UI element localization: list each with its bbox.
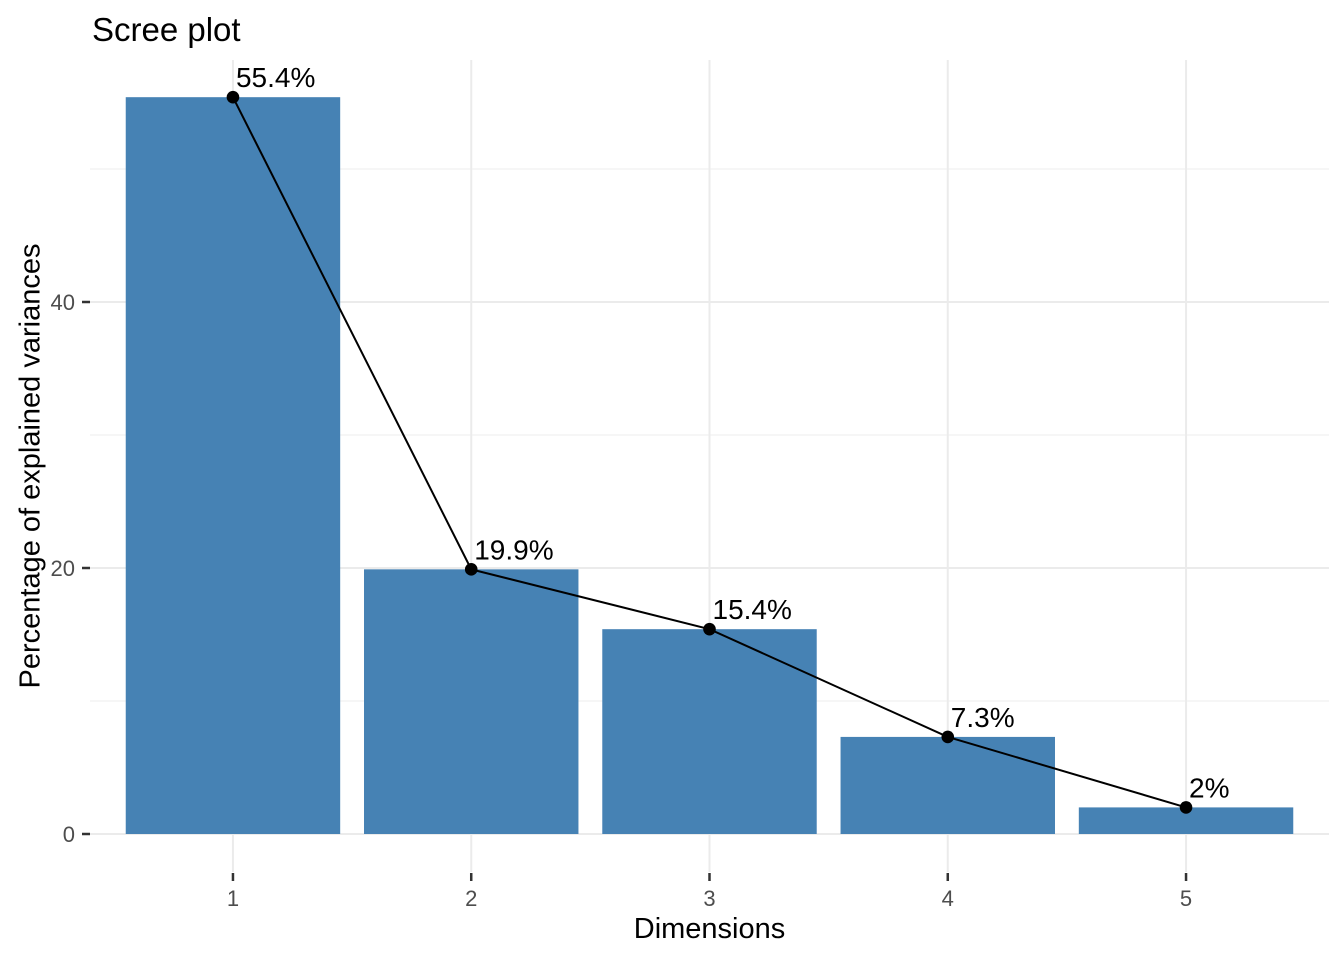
value-label-4: 7.3%: [951, 702, 1015, 733]
value-label-2: 19.9%: [474, 534, 553, 565]
data-point-1: [226, 90, 240, 104]
bar-dimension-4: [840, 736, 1055, 834]
x-axis-title: Dimensions: [633, 913, 786, 945]
data-point-5: [1179, 801, 1193, 814]
bar-dimension-3: [602, 629, 817, 834]
x-tick-label-2: 2: [465, 886, 477, 911]
y-tick-label-20: 20: [51, 556, 75, 581]
x-tick-label-1: 1: [227, 886, 239, 911]
data-point-3: [703, 622, 716, 636]
value-label-5: 2%: [1189, 772, 1229, 803]
bar-dimension-1: [125, 97, 341, 835]
value-label-1: 55.4%: [236, 62, 315, 93]
plot-title: Scree plot: [92, 11, 241, 48]
y-tick-label-40: 40: [51, 290, 75, 315]
x-tick-label-4: 4: [942, 886, 954, 911]
bar-dimension-2: [364, 569, 579, 834]
y-tick-label-0: 0: [63, 822, 75, 847]
data-point-2: [464, 563, 478, 576]
data-point-4: [941, 730, 955, 744]
x-tick-label-5: 5: [1180, 886, 1192, 911]
x-tick-label-3: 3: [703, 886, 715, 911]
value-label-3: 15.4%: [713, 594, 792, 625]
